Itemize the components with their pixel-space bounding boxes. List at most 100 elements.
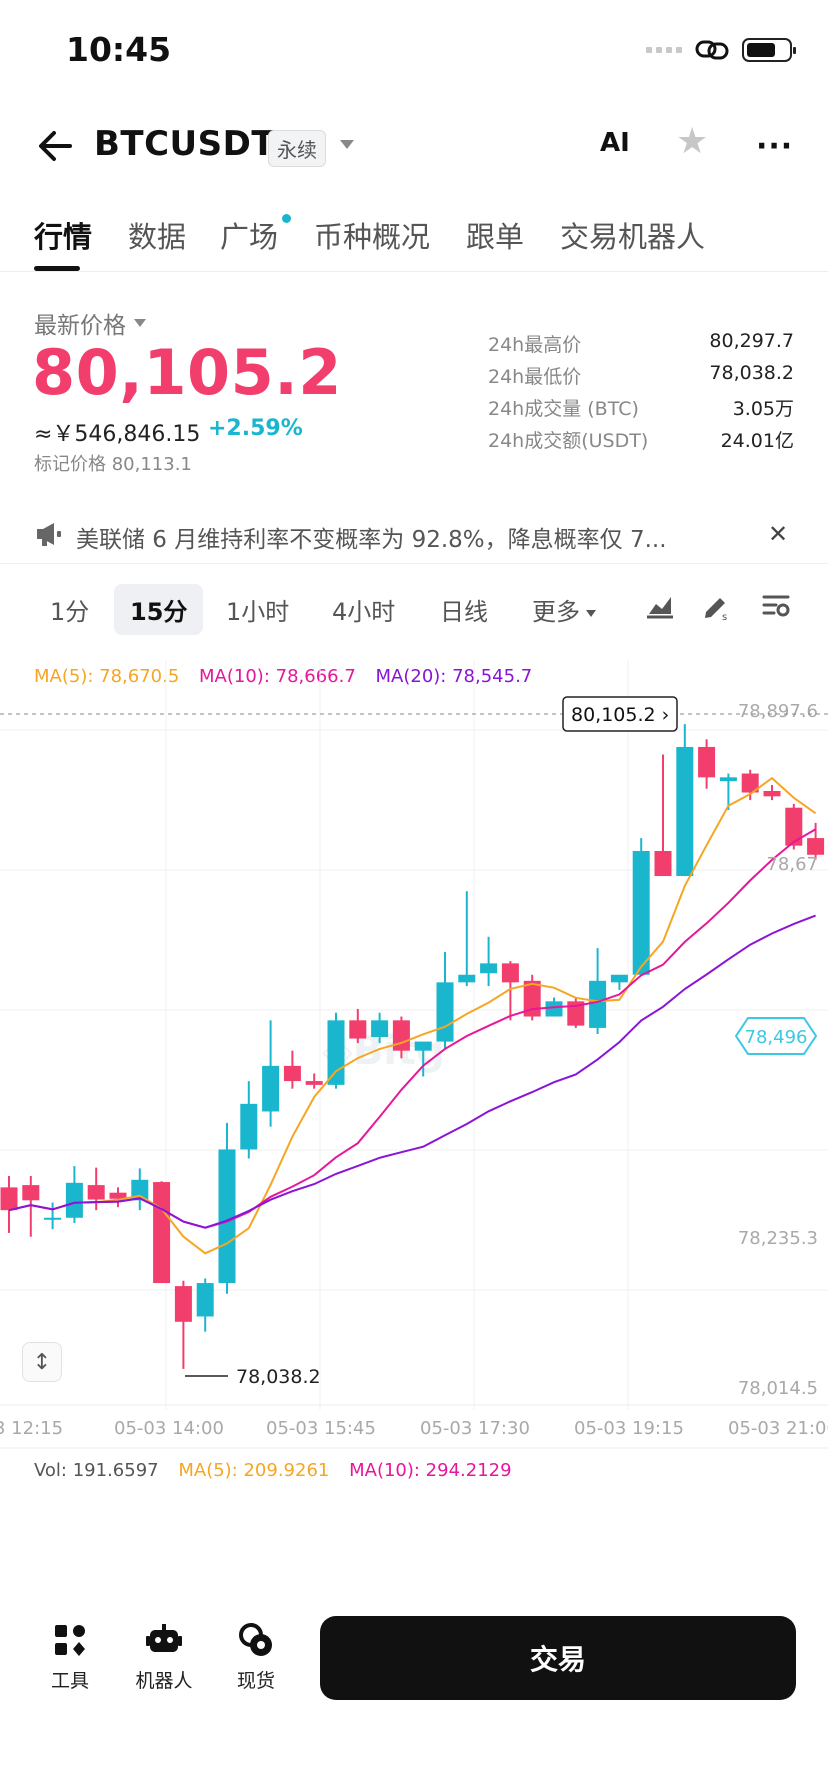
spot-coins-icon [239,1623,272,1656]
interval-4h[interactable]: 4小时 [332,598,396,626]
candle-body [349,1020,367,1039]
ma-line-20 [8,914,816,1229]
candle-body [807,838,825,855]
tab-copy-trading[interactable]: 跟单 [466,220,525,254]
candle-body [545,1001,563,1017]
tools-label: 工具 [50,1670,89,1692]
chart-type-icon[interactable] [644,590,676,622]
volume-legend: Vol: 191.6597 MA(5): 209.9261 MA(10): 29… [34,1460,526,1481]
candle-body [480,963,498,974]
link-icon [695,40,729,60]
x-axis-label: 05-03 15:45 [266,1418,376,1439]
status-time: 10:45 [66,30,172,69]
candle-body [654,850,672,877]
y-axis-label: 78,235.3 [738,1228,818,1249]
stat-row: 24h成交量 (BTC) 3.05万 [488,394,794,426]
symbol-title[interactable]: BTCUSDT [94,124,276,164]
tab-trading-bot[interactable]: 交易机器人 [560,220,706,254]
interval-1d[interactable]: 日线 [440,598,488,626]
current-price-tag [562,696,678,732]
tools-button[interactable]: 工具 [30,1622,110,1693]
candle-body [458,974,476,983]
indicator-settings-icon[interactable] [760,590,792,622]
chevron-down-icon [586,609,596,617]
chart-grid: ◈Bitg [0,660,828,1449]
candle-body [589,980,607,1028]
stat-value: 78,038.2 [709,362,794,384]
volume-ma5-legend: MA(5): 209.9261 [178,1460,330,1481]
ma20-legend: MA(20): 78,545.7 [375,666,533,687]
drawing-tool-icon[interactable]: s [700,590,732,622]
stat-row: 24h最高价 80,297.7 [488,330,794,362]
candle-body [698,746,716,778]
bottom-action-bar: 工具 机器人 现货 交易 [0,1596,828,1792]
x-axis-label: 3 12:15 [0,1418,63,1439]
symbol-dropdown-icon[interactable] [340,140,354,149]
candle-body [501,963,519,983]
candle-body [676,746,694,877]
candle-body [174,1286,192,1322]
tab-square[interactable]: 广场 [220,220,279,254]
candle-body [392,1020,410,1051]
mark-price: 标记价格 80,113.1 [34,454,192,475]
status-bar: 10:45 [0,0,828,100]
candle-body [283,1065,301,1082]
y-axis-label: 78,014.5 [738,1378,818,1399]
candle-body [131,1179,149,1201]
ma-line-5 [8,776,817,1255]
candle-body [567,1001,585,1026]
stat-value: 80,297.7 [709,330,794,352]
y-axis-label: 78,897.6 [738,701,818,722]
interval-more[interactable]: 更多 [532,592,596,627]
stat-label: 24h最低价 [488,366,582,388]
candle-body [262,1065,280,1112]
live-price-badge [734,1017,818,1055]
tab-data[interactable]: 数据 [128,220,187,254]
tools-icon [55,1625,85,1656]
candle-body [327,1020,345,1085]
interval-1h[interactable]: 1小时 [226,598,290,626]
chart-scale-button[interactable]: ↕ [22,1342,62,1382]
interval-15m[interactable]: 15分 [114,584,204,635]
candle-body [44,1217,62,1220]
candle-body [87,1185,105,1200]
stat-label: 24h成交额(USDT) [488,430,649,452]
candle-body [632,850,650,975]
ma10-legend: MA(10): 78,666.7 [199,666,356,687]
tab-coin-overview[interactable]: 币种概况 [314,220,431,254]
ma5-legend: MA(5): 78,670.5 [34,666,180,687]
y-axis-label: 78,67 [766,854,818,875]
candle-body [523,980,541,1017]
spot-button[interactable]: 现货 [216,1622,296,1693]
volume-ma10-legend: MA(10): 294.2129 [349,1460,512,1481]
latest-price-dropdown-icon [134,319,146,327]
bot-button[interactable]: 机器人 [124,1622,204,1693]
volume-value: Vol: 191.6597 [34,1460,159,1481]
status-icons [646,38,796,62]
favorite-star-icon[interactable]: ★ [676,121,709,162]
back-arrow-icon[interactable] [34,124,78,168]
close-icon[interactable]: ✕ [768,520,789,548]
announcement-bar[interactable]: 美联储 6 月维持利率不变概率为 92.8%，降息概率仅 7... ✕ [0,508,828,564]
header: BTCUSDT 永续 AI ★ ··· [0,110,828,180]
interval-1m[interactable]: 1分 [50,598,90,626]
candle-body [153,1182,171,1284]
candle-body [414,1041,432,1051]
battery-icon [742,38,796,62]
price-section: 最新价格 80,105.2 ≈￥546,846.15 +2.59% 标记价格 8… [0,300,828,480]
ai-button[interactable]: AI [600,128,630,158]
ma-lines [8,776,817,1255]
stats-24h: 24h最高价 80,297.7 24h最低价 78,038.2 24h成交量 (… [488,330,794,458]
signal-icon [646,47,682,53]
candle-body [436,982,454,1042]
interval-selector: 1分 15分 1小时 4小时 日线 更多 s [0,580,828,636]
kline-chart[interactable]: ◈Bitg 78,897.6 78,67 78,235.3 78,014.5 3 12:… [0,650,828,1450]
live-price-text: 78,496 [745,1027,808,1048]
candle-body [741,773,759,793]
tab-market[interactable]: 行情 [34,220,93,254]
trade-button[interactable]: 交易 [320,1616,796,1700]
last-price: 80,105.2 [32,336,342,409]
more-menu-icon[interactable]: ··· [756,129,794,164]
latest-price-label[interactable]: 最新价格 [34,306,146,340]
cny-value: ≈￥546,846.15 [34,422,201,447]
